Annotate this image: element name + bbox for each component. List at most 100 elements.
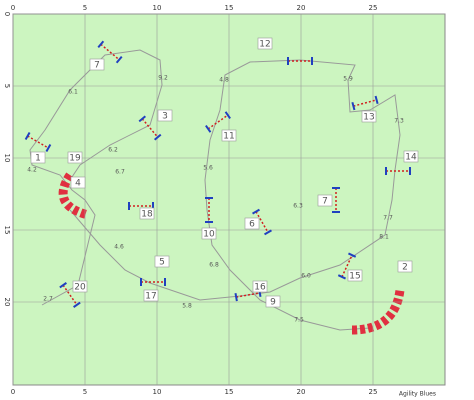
- number-box: [347, 269, 363, 282]
- y-tick-label: 20: [3, 298, 11, 307]
- wing: [374, 95, 379, 105]
- obstacle-number: 3: [162, 112, 168, 122]
- number-box: [70, 176, 86, 189]
- obstacle-number: 7: [94, 61, 100, 71]
- distance-label: 5.6: [203, 165, 213, 172]
- number-box: [221, 129, 237, 142]
- jump: [205, 197, 213, 223]
- distance-label: 7.5: [294, 317, 304, 324]
- number-box: [201, 227, 217, 240]
- wing: [154, 133, 162, 141]
- distance-label: 6.0: [301, 273, 311, 280]
- distance-label: 5.9: [343, 76, 353, 83]
- wing: [59, 282, 67, 289]
- jump: [332, 187, 340, 213]
- jump: [140, 278, 166, 286]
- number-box: [252, 280, 268, 293]
- distance-label: 4.6: [114, 244, 124, 251]
- obstacle-number: 18: [141, 210, 153, 220]
- wing: [97, 40, 105, 48]
- x-tick-label: 0: [11, 4, 15, 12]
- obstacle-number: 4: [75, 179, 81, 189]
- y-tick-label: 15: [3, 226, 11, 235]
- number-box: [244, 217, 260, 230]
- number-box: [265, 295, 281, 308]
- obstacle-number: 10: [203, 230, 215, 240]
- bar: [100, 43, 120, 61]
- wing: [252, 208, 260, 215]
- obstacle-number: 14: [405, 153, 417, 163]
- tunnel: [58, 172, 90, 220]
- wing: [224, 111, 231, 119]
- jump: [385, 167, 411, 175]
- obstacle-number: 2: [402, 263, 408, 273]
- obstacle-number: 19: [69, 154, 81, 164]
- bar: [27, 135, 49, 149]
- jump: [287, 57, 313, 65]
- y-tick-label: 10: [3, 154, 11, 163]
- distance-label: 7.7: [383, 215, 393, 222]
- number-box: [361, 110, 377, 123]
- number-box: [30, 151, 46, 164]
- obstacle-number: 16: [254, 283, 266, 293]
- jump: [24, 132, 52, 152]
- number-box: [67, 151, 83, 164]
- x-tick-label: 10: [153, 4, 162, 12]
- number-box: [403, 150, 419, 163]
- number-box: [154, 255, 170, 268]
- number-box: [139, 207, 155, 220]
- footer: Agility Blues: [399, 391, 436, 398]
- distance-label: 8.1: [379, 234, 389, 241]
- course-path: [29, 49, 401, 331]
- wing: [264, 229, 272, 236]
- number-box: [89, 58, 105, 71]
- obstacle-number: 6: [249, 220, 255, 230]
- wing: [45, 144, 52, 152]
- x-tick-label: 5: [83, 4, 87, 12]
- x-tick-label: 20: [297, 4, 306, 12]
- distance-label: 6.2: [108, 147, 118, 154]
- distance-label: 6.8: [209, 262, 219, 269]
- obstacle-number: 11: [223, 132, 234, 142]
- distance-label: 4.8: [219, 77, 229, 84]
- obstacle-number: 20: [74, 283, 86, 293]
- wing: [205, 125, 212, 133]
- wing: [348, 252, 357, 258]
- wing: [73, 301, 81, 308]
- obstacle-number: 12: [259, 40, 270, 50]
- y-tick-label: 0: [3, 12, 11, 16]
- y-tick-label: 5: [3, 84, 11, 88]
- distance-label: 9.2: [158, 75, 168, 82]
- wing: [337, 274, 346, 280]
- wing: [115, 56, 123, 64]
- number-box: [143, 289, 159, 302]
- tunnel: [351, 289, 405, 335]
- x-tick-label: 10: [153, 388, 162, 396]
- obstacle-number: 5: [159, 258, 165, 268]
- distance-label: 2.7: [43, 296, 53, 303]
- number-box: [317, 194, 333, 207]
- number-box: [72, 280, 88, 293]
- x-tick-label: 5: [83, 388, 87, 396]
- wing: [234, 292, 238, 302]
- distance-label: 6.3: [293, 203, 303, 210]
- wing: [138, 115, 146, 123]
- obstacle-number: 15: [349, 272, 360, 282]
- distance-label: 6.1: [68, 89, 78, 96]
- distance-label: 4.2: [27, 167, 37, 174]
- distance-label: 5.8: [182, 303, 192, 310]
- x-tick-label: 20: [297, 388, 306, 396]
- obstacle-number: 7: [322, 197, 328, 207]
- x-tick-label: 15: [225, 388, 234, 396]
- number-box: [257, 37, 273, 50]
- distance-label: 7.3: [394, 118, 404, 125]
- obstacle-number: 17: [145, 292, 156, 302]
- number-box: [397, 260, 413, 273]
- jump: [97, 40, 123, 64]
- x-tick-label: 0: [11, 388, 15, 396]
- x-tick-label: 25: [369, 4, 378, 12]
- obstacle-number: 1: [35, 154, 41, 164]
- wing: [351, 101, 356, 111]
- obstacle-number: 13: [363, 113, 374, 123]
